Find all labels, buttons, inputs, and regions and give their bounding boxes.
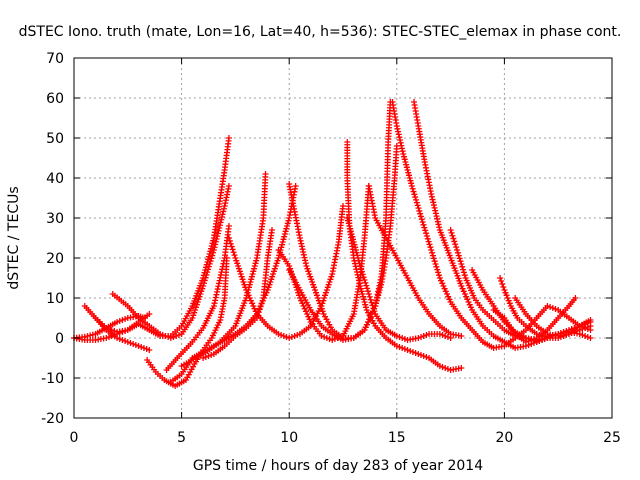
y-tick-label: 0 xyxy=(55,331,64,347)
series-24 xyxy=(490,295,579,345)
axis-ticks: 0 5 10 15 20 25 -20 -10 0 10 20 30 40 50 60 70 xyxy=(41,51,621,446)
y-tick-label: -10 xyxy=(41,371,64,387)
x-tick-label: 0 xyxy=(70,430,79,446)
y-tick-label: 60 xyxy=(46,91,64,107)
y-axis-label: dSTEC / TECUs xyxy=(6,186,22,289)
x-tick-label: 25 xyxy=(603,430,621,446)
series-10 xyxy=(178,171,269,369)
series-19 xyxy=(411,99,540,351)
y-tick-label: 40 xyxy=(46,171,64,187)
x-tick-label: 10 xyxy=(280,430,298,446)
y-tick-label: -20 xyxy=(41,411,64,427)
y-tick-label: 70 xyxy=(46,51,64,67)
chart-title: dSTEC Iono. truth (mate, Lon=16, Lat=40,… xyxy=(19,24,622,40)
x-tick-label: 15 xyxy=(388,430,406,446)
data-series xyxy=(71,99,594,389)
series-18 xyxy=(389,99,519,351)
x-axis-label: GPS time / hours of day 283 of year 2014 xyxy=(193,458,483,474)
y-tick-label: 10 xyxy=(46,291,64,307)
series-16 xyxy=(344,139,465,373)
series-4 xyxy=(109,183,232,341)
series-9 xyxy=(200,227,275,361)
series-7 xyxy=(163,223,232,373)
y-tick-label: 20 xyxy=(46,251,64,267)
series-17 xyxy=(365,183,465,339)
gridlines xyxy=(74,58,612,418)
series-27 xyxy=(544,329,594,341)
plot-frame xyxy=(73,57,613,419)
y-tick-label: 30 xyxy=(46,211,64,227)
y-tick-label: 50 xyxy=(46,131,64,147)
series-14 xyxy=(286,99,394,343)
x-tick-label: 20 xyxy=(495,430,513,446)
x-tick-label: 5 xyxy=(177,430,186,446)
